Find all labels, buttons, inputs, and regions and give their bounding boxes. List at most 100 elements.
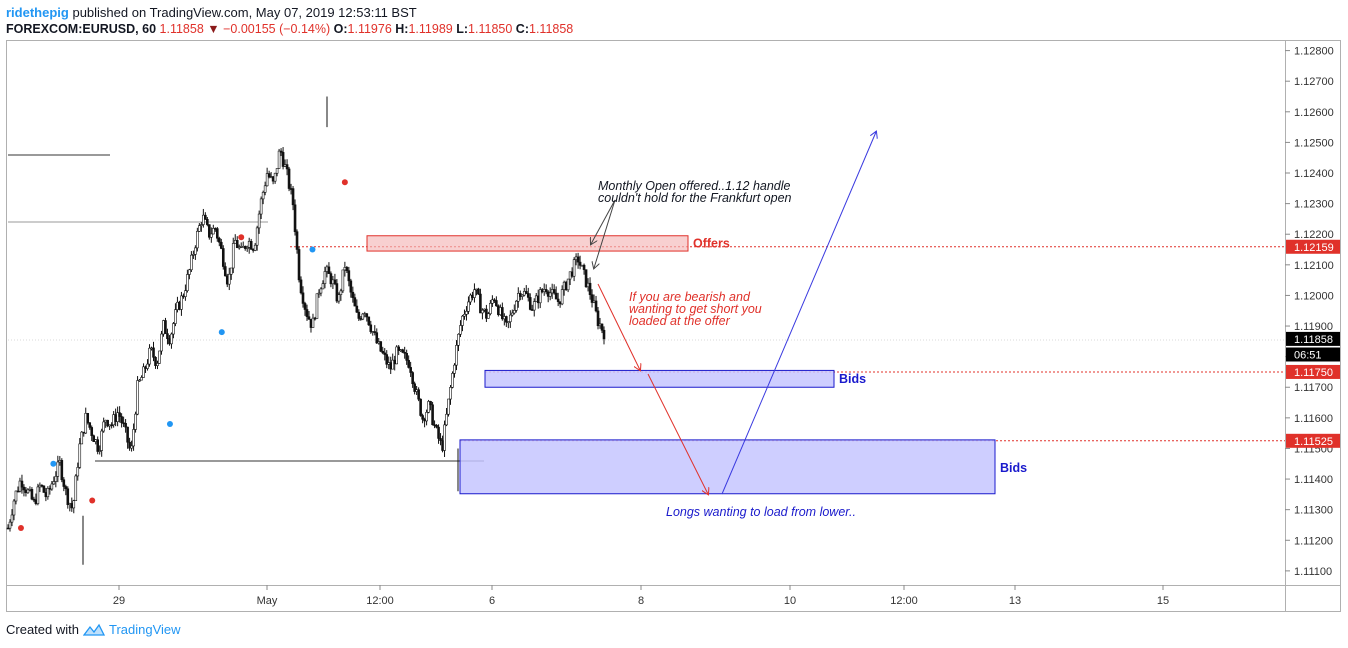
candle-body — [261, 192, 265, 200]
tradingview-brand[interactable]: TradingView — [108, 622, 181, 637]
candle-body — [279, 150, 283, 153]
annotation-bearish-2[interactable]: wanting to get short you — [629, 302, 762, 316]
candle-body — [369, 324, 373, 332]
candle-body — [78, 443, 82, 468]
callout-arrow-2[interactable] — [594, 199, 616, 268]
sell-marker — [17, 525, 24, 532]
time-tick-label: 8 — [638, 595, 644, 607]
candle-body — [335, 283, 339, 302]
candle-body — [259, 198, 263, 215]
candle-body — [552, 289, 556, 294]
annotation-longs[interactable]: Longs wanting to load from lower.. — [666, 505, 856, 519]
annotation-bearish-3[interactable]: loaded at the offer — [629, 314, 731, 328]
bids-label[interactable]: Bids — [1000, 461, 1027, 475]
candle-body — [124, 423, 127, 428]
candle-body — [473, 289, 476, 298]
candle-body — [184, 290, 187, 297]
candle-body — [52, 481, 56, 485]
candle-body — [130, 445, 133, 449]
candle-body — [146, 363, 149, 369]
candle-body — [395, 346, 398, 365]
down-arrow-2[interactable] — [647, 373, 708, 494]
candle-body — [186, 274, 189, 292]
candle-body — [235, 240, 239, 248]
candle-body — [516, 293, 520, 302]
price-axis[interactable]: 1.12800 1.12700 1.12600 1.12500 1.12400 1.123… — [1285, 46, 1334, 578]
price-tick-label: 1.11900 — [1294, 321, 1333, 333]
bids-zone[interactable] — [484, 369, 835, 388]
candle-body — [180, 295, 183, 310]
price-label-box — [1286, 347, 1340, 362]
candle-body — [281, 152, 285, 167]
author-name[interactable]: ridethepig — [6, 5, 69, 20]
candle-body — [293, 204, 297, 233]
candle-body — [554, 292, 558, 300]
candle-body — [118, 412, 121, 417]
bids-label[interactable]: Bids — [839, 372, 866, 386]
low-value: 1.11850 — [468, 22, 513, 36]
candle-body — [88, 422, 92, 428]
candle-body — [449, 387, 452, 400]
candle-body — [323, 271, 327, 284]
close-label: C: — [515, 22, 529, 36]
published-text: published on TradingView.com, May 07, 20… — [72, 5, 417, 20]
down-arrow-1[interactable] — [597, 283, 640, 370]
offers-zone[interactable] — [366, 235, 689, 252]
candle-body — [514, 300, 518, 311]
candle-body — [54, 476, 58, 482]
candle-body — [265, 173, 269, 187]
candle-body — [132, 429, 135, 447]
candle-body — [227, 273, 231, 285]
candle-body — [419, 398, 422, 416]
time-tick-label: 12:00 — [366, 595, 394, 607]
callout-arrow-1[interactable] — [591, 199, 616, 244]
candle-body — [465, 311, 468, 315]
candles[interactable] — [6, 96, 606, 565]
candle-body — [405, 353, 408, 361]
candle-body — [349, 280, 353, 293]
price-tick-label: 1.12200 — [1294, 229, 1334, 241]
candle-body — [582, 264, 586, 270]
candle-body — [403, 351, 406, 354]
candle-body — [42, 485, 46, 493]
tradingview-logo-icon — [82, 623, 105, 636]
candle-body — [295, 231, 299, 250]
candle-body — [578, 261, 582, 266]
price-label-text: 06:51 — [1294, 350, 1322, 362]
annotations[interactable]: Monthly Open offered..1.12 handle couldn… — [598, 179, 856, 519]
candle-body — [602, 329, 606, 340]
candle-body — [337, 294, 341, 302]
candle-body — [560, 289, 564, 305]
candle-body — [495, 300, 498, 307]
candle-body — [373, 331, 377, 333]
candle-body — [467, 301, 470, 312]
up-arrow[interactable] — [721, 132, 876, 495]
candle-body — [375, 332, 379, 344]
annotation-monthly-2[interactable]: couldn't hold for the Frankfurt open — [598, 191, 792, 205]
time-tick-label: 12:00 — [890, 595, 918, 607]
candle-body — [355, 305, 359, 313]
candle-body — [528, 297, 532, 310]
candle-body — [231, 243, 235, 269]
candle-body — [513, 310, 516, 314]
candle-body — [277, 150, 281, 169]
candle-body — [329, 273, 333, 285]
offers-label[interactable]: Offers — [693, 236, 730, 250]
candle-body — [305, 309, 309, 317]
zones[interactable]: Offers Bids Bids — [290, 235, 1285, 495]
candle-body — [303, 303, 307, 310]
candle-body — [120, 416, 123, 424]
annotation-monthly-1[interactable]: Monthly Open offered..1.12 handle — [598, 179, 791, 193]
candle-body — [64, 486, 68, 490]
candle-body — [447, 398, 450, 415]
high-value: 1.11989 — [408, 22, 453, 36]
candle-body — [148, 347, 151, 365]
time-axis[interactable]: 29 May 12:00 6 8 10 12:00 13 15 — [113, 585, 1169, 607]
candle-body — [427, 401, 430, 413]
candle-body — [429, 401, 432, 406]
candle-body — [311, 317, 315, 328]
candle-body — [22, 486, 26, 491]
bids-zone[interactable] — [459, 439, 996, 495]
annotation-bearish-1[interactable]: If you are bearish and — [629, 290, 751, 304]
